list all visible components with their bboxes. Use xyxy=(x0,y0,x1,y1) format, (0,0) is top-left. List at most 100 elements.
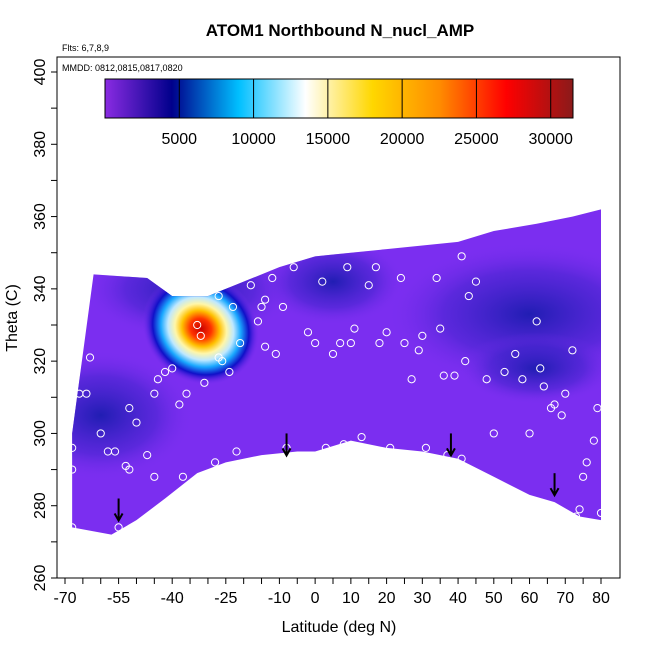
sample-point xyxy=(482,375,491,384)
chart-title: ATOM1 Northbound N_nucl_AMP xyxy=(206,21,475,40)
sample-point xyxy=(439,371,448,380)
sample-point xyxy=(153,375,163,384)
sample-point xyxy=(461,357,470,366)
sample-point xyxy=(525,429,534,438)
x-tick-label: -25 xyxy=(214,590,237,607)
sample-point xyxy=(178,472,188,481)
y-axis-label: Theta (C) xyxy=(4,284,21,352)
colorbar-ticks: 5000 10000 15000 20000 25000 30000 xyxy=(161,79,573,148)
sample-point xyxy=(518,375,527,384)
sample-point xyxy=(110,447,120,456)
sample-point xyxy=(336,338,345,348)
sample-point xyxy=(271,349,280,359)
x-tick-label: 60 xyxy=(521,590,539,607)
x-axis: -70 -55 -40 -25 -10 0 10 20 30 40 50 60 70 80 xyxy=(53,578,610,607)
sample-point xyxy=(210,458,220,467)
sample-point xyxy=(321,443,330,452)
sample-point xyxy=(82,389,91,398)
sample-point xyxy=(575,505,584,514)
sample-point xyxy=(557,411,566,420)
level-arrows xyxy=(113,433,560,523)
plot-frame xyxy=(56,56,621,579)
x-axis-label: Latitude (deg N) xyxy=(282,619,397,636)
sample-point xyxy=(539,382,548,391)
sample-point xyxy=(457,454,466,463)
sample-point xyxy=(471,277,481,286)
x-tick-label: 70 xyxy=(556,590,574,607)
y-tick-label: 300 xyxy=(32,420,49,447)
sample-point xyxy=(418,331,427,340)
x-tick-label: -55 xyxy=(107,590,130,607)
flights-label: Flts: 6,7,8,9 xyxy=(62,43,109,53)
sample-point xyxy=(257,302,266,312)
y-tick-label: 400 xyxy=(32,59,49,86)
colorbar-tick-label: 10000 xyxy=(231,131,276,148)
y-tick-label: 380 xyxy=(32,131,49,158)
sample-point xyxy=(160,367,170,377)
sample-point xyxy=(386,443,395,452)
x-tick-label: 50 xyxy=(485,590,503,607)
sample-point xyxy=(268,273,277,283)
x-tick-label: 40 xyxy=(449,590,467,607)
mmdd-label: MMDD: 0812,0815,0817,0820 xyxy=(62,63,183,73)
sample-point xyxy=(582,458,591,467)
colorbar-tick-label: 30000 xyxy=(528,131,573,148)
sample-point xyxy=(235,338,245,348)
sample-point xyxy=(339,440,348,449)
low-value-patch-mid-top xyxy=(261,238,405,325)
sample-points xyxy=(68,252,606,532)
sample-point xyxy=(375,338,384,348)
sample-point xyxy=(114,523,123,532)
sample-point xyxy=(303,328,313,337)
sample-point xyxy=(382,328,391,337)
low-value-patch-left xyxy=(72,350,194,481)
sample-point xyxy=(68,523,77,532)
down-arrow-icon xyxy=(446,433,456,458)
sample-point xyxy=(561,389,570,398)
sample-point xyxy=(311,338,320,348)
sample-point xyxy=(214,291,223,301)
sample-point xyxy=(125,465,134,474)
down-arrow-icon xyxy=(549,473,560,498)
down-arrow-icon xyxy=(281,433,292,458)
sample-point xyxy=(511,349,520,359)
sample-point xyxy=(489,429,498,438)
hotspot-peak xyxy=(142,272,260,386)
x-tick-label: 20 xyxy=(378,590,396,607)
sample-point xyxy=(343,263,352,272)
sample-point xyxy=(421,443,431,452)
sample-point xyxy=(228,302,238,312)
sample-point xyxy=(225,367,234,377)
sample-point xyxy=(68,465,77,474)
y-tick-label: 340 xyxy=(32,275,49,302)
sample-point xyxy=(132,418,141,427)
x-tick-label: 30 xyxy=(413,590,431,607)
colorbar-tick-label: 25000 xyxy=(454,131,499,148)
sample-point xyxy=(289,263,298,272)
sample-point xyxy=(218,357,227,366)
colorbar-tick-label: 20000 xyxy=(380,131,425,148)
sample-point xyxy=(96,429,105,438)
sample-point xyxy=(232,447,241,456)
sample-point xyxy=(550,400,559,409)
sample-point xyxy=(571,512,581,521)
sample-point xyxy=(432,273,441,283)
y-tick-label: 360 xyxy=(32,203,49,230)
x-tick-label: 10 xyxy=(342,590,360,607)
sample-point xyxy=(536,364,545,373)
sample-point xyxy=(193,320,202,330)
sample-point xyxy=(532,317,541,326)
sample-point xyxy=(589,436,598,445)
sample-point xyxy=(371,263,380,272)
sample-point xyxy=(200,378,209,387)
x-tick-label: 80 xyxy=(592,590,610,607)
sample-point xyxy=(464,291,473,301)
sample-point xyxy=(261,295,270,304)
colorbar-tick-label: 15000 xyxy=(306,131,351,148)
sample-point xyxy=(328,349,338,359)
sample-point xyxy=(596,508,606,518)
y-tick-label: 320 xyxy=(32,348,49,375)
sample-point xyxy=(450,371,459,380)
sample-point xyxy=(261,342,270,351)
